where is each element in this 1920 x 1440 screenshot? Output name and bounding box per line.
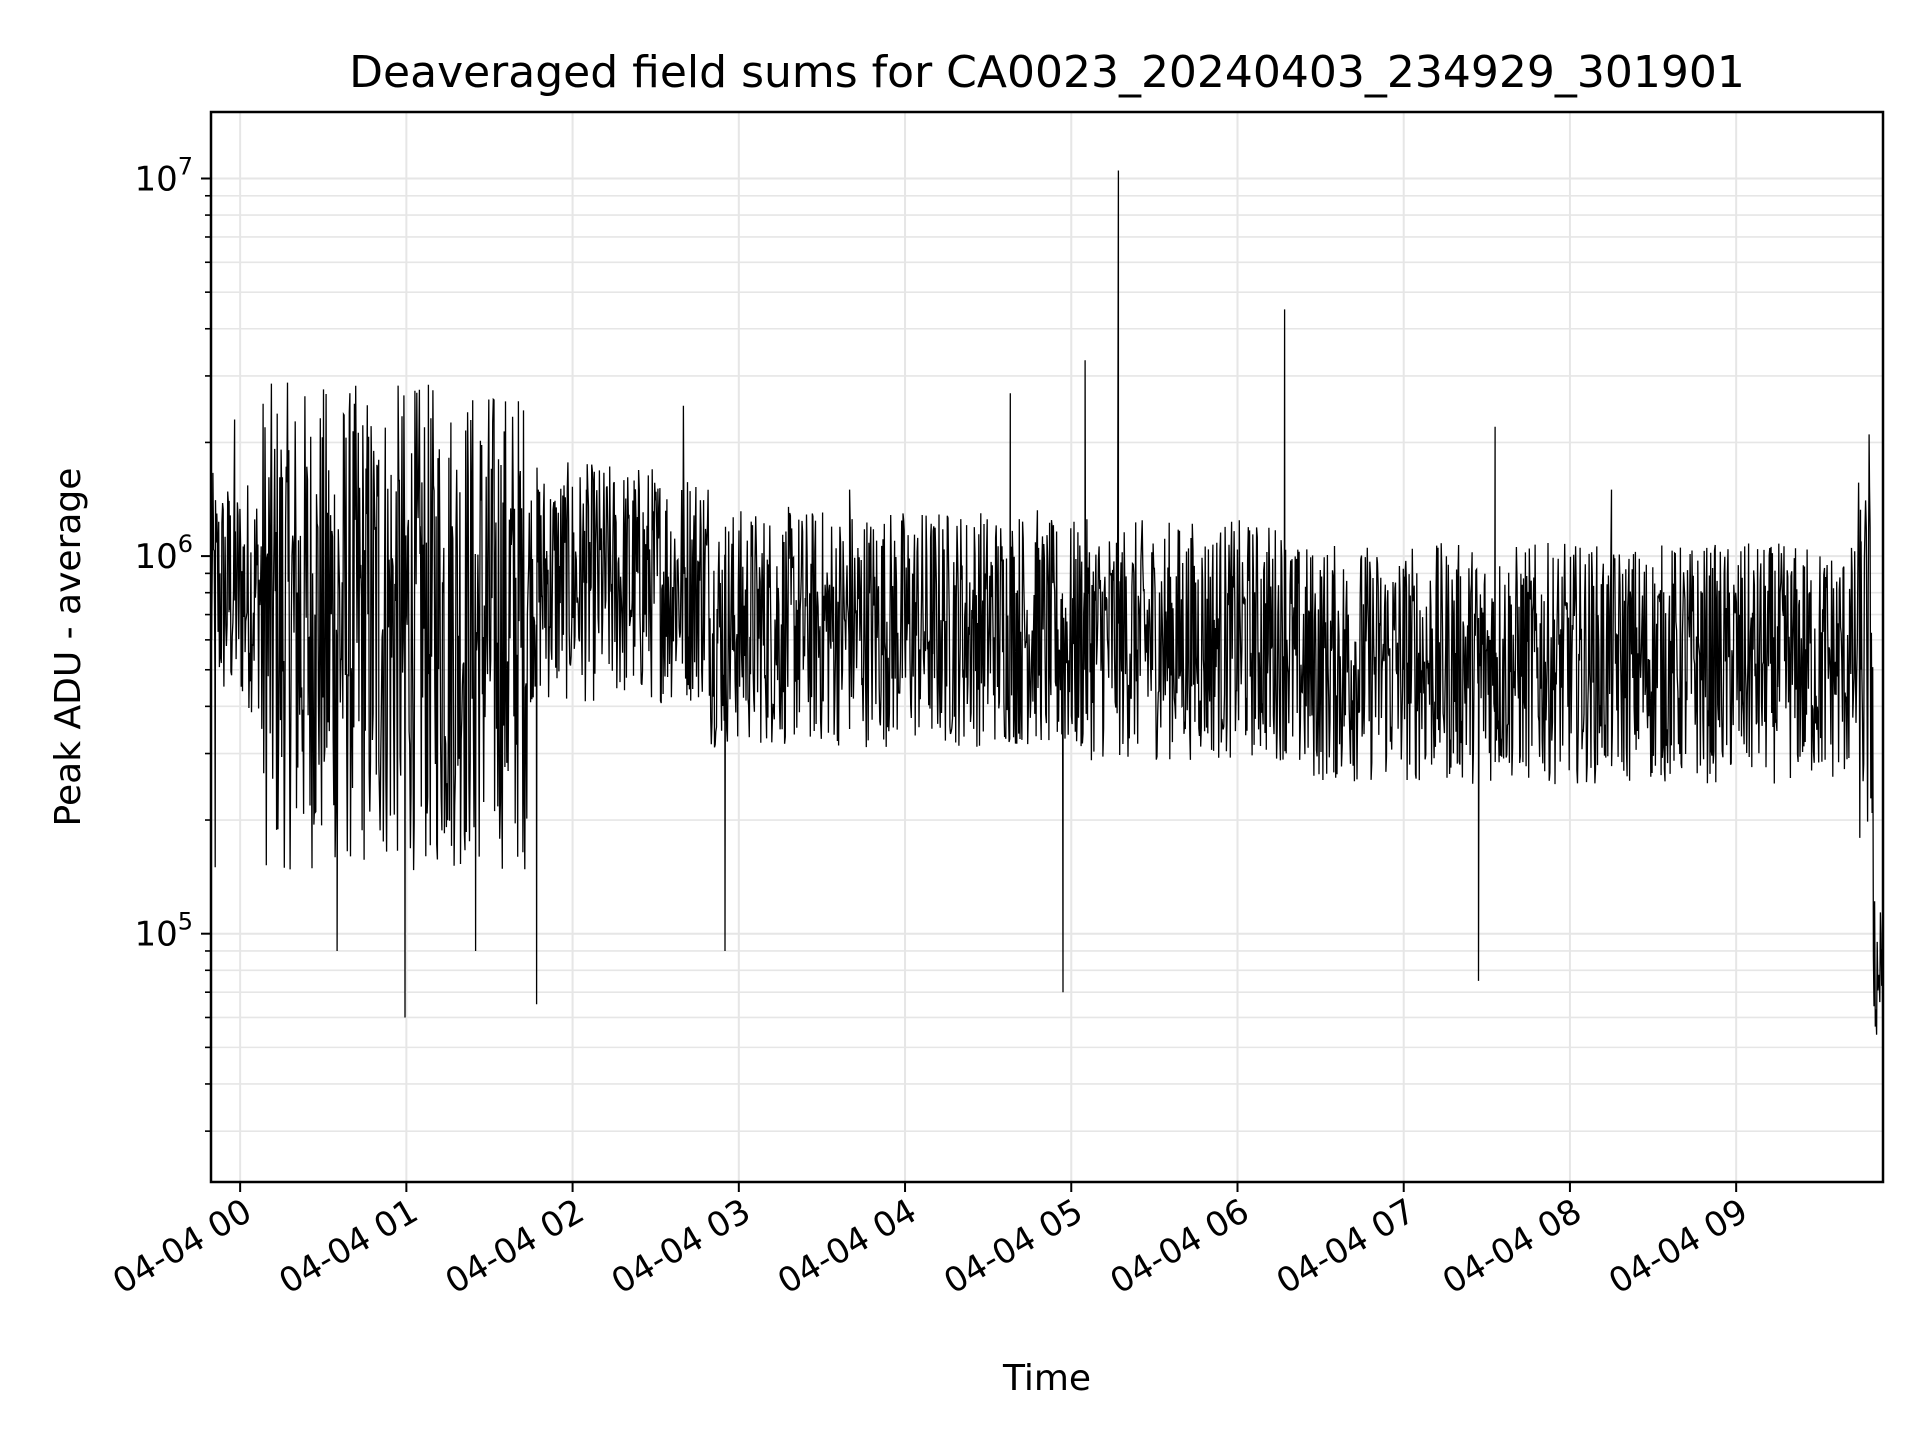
series-layer (211, 170, 1883, 1137)
x-tick-label-7: 04-04 07 (1270, 1191, 1422, 1302)
y-tick-label-2: 107 (134, 152, 193, 199)
plot-frame (209, 110, 1885, 1184)
x-tick-label-6: 04-04 06 (1104, 1191, 1256, 1302)
y-axis-label: Peak ADU - average (48, 468, 89, 827)
x-axis-label: Time (1002, 1358, 1091, 1399)
series-line-0 (211, 170, 1883, 1137)
x-tick-label-4: 04-04 04 (771, 1191, 923, 1302)
x-tick-label-9: 04-04 09 (1602, 1191, 1754, 1302)
x-tick-label-2: 04-04 02 (439, 1191, 591, 1302)
y-tick-label-1: 106 (134, 530, 193, 577)
y-tick-label-0: 105 (134, 908, 193, 955)
x-tick-label-3: 04-04 03 (605, 1191, 757, 1302)
x-tick-label-5: 04-04 05 (937, 1191, 1089, 1302)
x-tick-label-1: 04-04 01 (272, 1191, 424, 1302)
x-tick-label-8: 04-04 08 (1436, 1191, 1588, 1302)
x-tick-label-0: 04-04 00 (106, 1191, 258, 1302)
chart-title: Deaveraged field sums for CA0023_2024040… (349, 47, 1745, 98)
